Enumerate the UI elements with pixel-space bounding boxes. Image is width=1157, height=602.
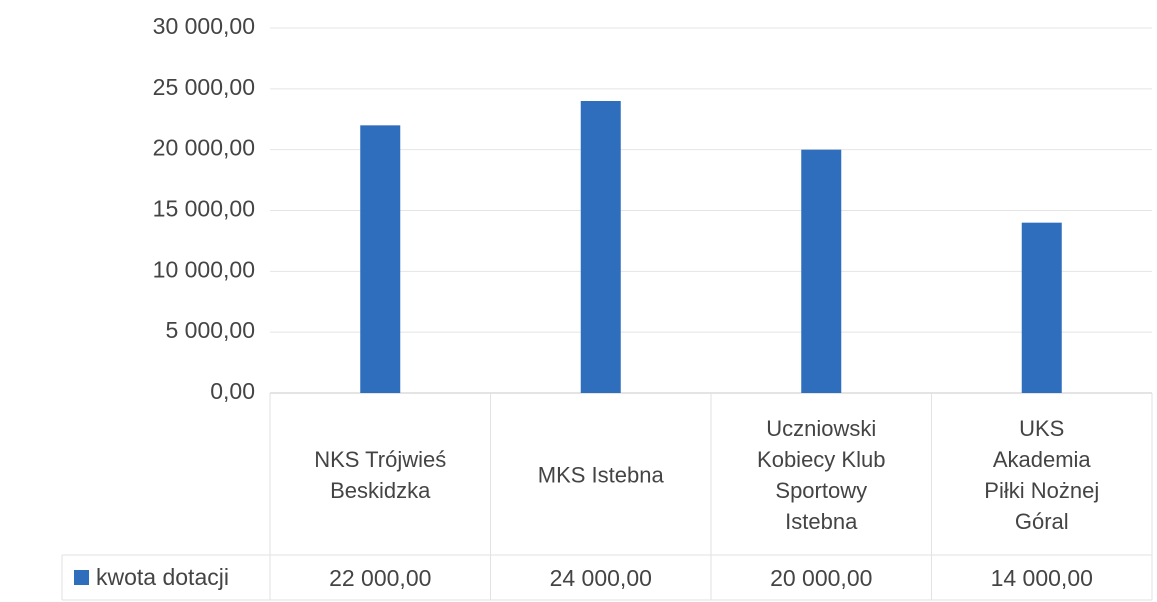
- y-tick-label: 0,00: [210, 378, 255, 404]
- value-label: 22 000,00: [329, 565, 431, 591]
- value-label: 14 000,00: [991, 565, 1093, 591]
- y-tick-label: 25 000,00: [153, 74, 255, 100]
- bar: [801, 149, 842, 393]
- bar: [360, 125, 401, 393]
- x-tick-label: MKS Istebna: [537, 462, 664, 488]
- value-label: 20 000,00: [770, 565, 872, 591]
- x-tick-label: Uczniowski Kobiecy Klub Sportowy Istebna: [757, 416, 886, 534]
- legend-swatch: [74, 570, 89, 585]
- x-tick-label: NKS Trójwieś Beskidzka: [314, 447, 447, 503]
- bar: [580, 101, 621, 393]
- y-tick-label: 20 000,00: [153, 135, 255, 161]
- value-label: 24 000,00: [550, 565, 652, 591]
- y-tick-label: 30 000,00: [153, 13, 255, 39]
- y-tick-label: 5 000,00: [165, 317, 255, 343]
- y-tick-label: 10 000,00: [153, 256, 255, 282]
- bar: [1021, 222, 1062, 393]
- legend-label: kwota dotacji: [96, 564, 229, 590]
- y-tick-label: 15 000,00: [153, 196, 255, 222]
- x-tick-label: UKS Akademia Piłki Nożnej Góral: [984, 416, 1100, 534]
